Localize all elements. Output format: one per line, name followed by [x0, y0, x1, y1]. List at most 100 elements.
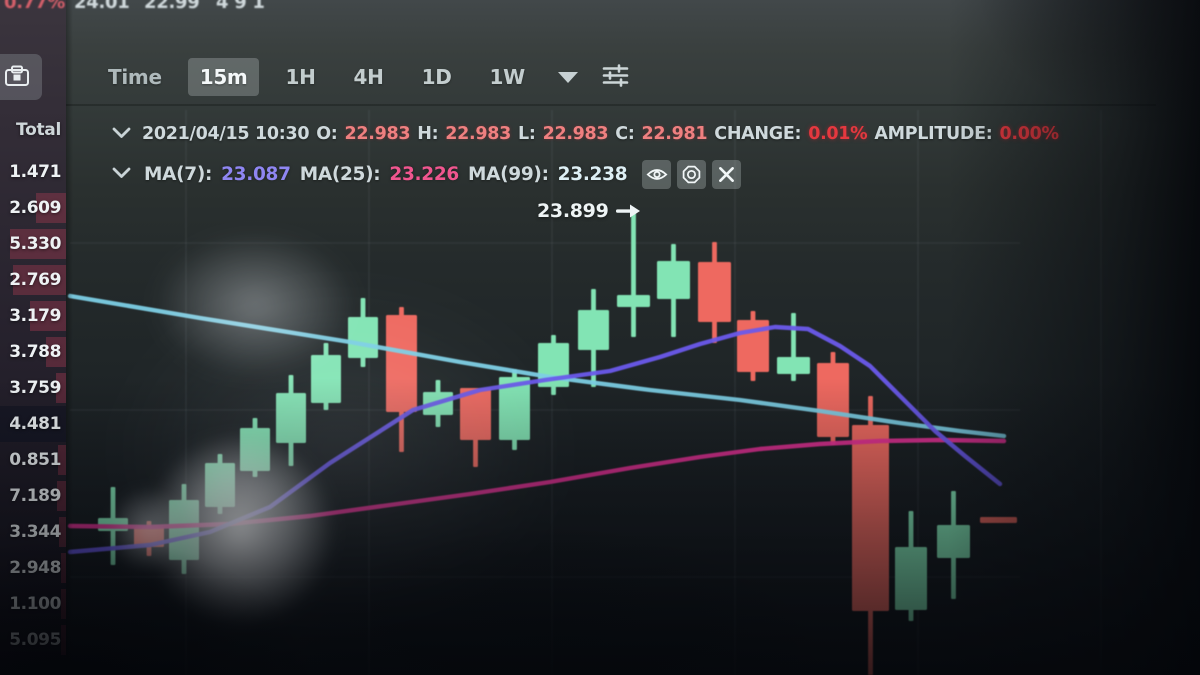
ma-value: 23.226	[389, 164, 459, 185]
order-book-row[interactable]: 3.179	[0, 298, 66, 334]
candle-wick	[631, 211, 636, 337]
candle-up	[937, 525, 970, 558]
ohlc-pair-value: 22.983	[445, 124, 511, 144]
order-book-value: 7.189	[9, 486, 61, 506]
ma-label: MA(7):	[144, 164, 213, 185]
candle-down	[698, 262, 731, 322]
order-book-value: 1.100	[9, 594, 61, 614]
chevron-down-icon	[112, 127, 131, 142]
order-book-row[interactable]: 1.100	[0, 586, 66, 622]
order-book-value: 3.344	[9, 522, 61, 542]
order-book-value: 0.851	[9, 450, 61, 470]
target-icon	[682, 165, 701, 184]
order-book-row[interactable]: 0.851	[0, 442, 66, 478]
ohlc-pair-value: 22.981	[641, 124, 708, 144]
order-book-value: 5.330	[9, 234, 61, 254]
order-book-value: 3.788	[9, 342, 61, 362]
order-book-row[interactable]: 7.189	[0, 478, 66, 514]
eye-icon	[646, 167, 668, 182]
interval-tab-15m[interactable]: 15m	[187, 58, 260, 96]
ma-value: 23.238	[557, 164, 628, 185]
interval-tab-1w[interactable]: 1W	[478, 58, 537, 96]
ohlc-pair-value: 22.983	[344, 124, 411, 144]
order-book-row[interactable]: 2.948	[0, 550, 66, 586]
candle-up	[657, 261, 690, 299]
candle-up	[240, 428, 270, 471]
candle-up	[617, 295, 650, 307]
order-book-value: 2.609	[9, 198, 61, 218]
price-annotation: 23.899	[537, 200, 642, 222]
ohlc-pair-label: L:	[518, 124, 536, 144]
order-book-row[interactable]: 5.330	[0, 226, 66, 262]
clipped-ticker-text: 24.01	[74, 0, 130, 13]
candle-up	[777, 357, 810, 374]
clipped-ticker-text: 4 9 1	[216, 0, 265, 13]
caret-down-icon	[557, 71, 578, 83]
order-book-row[interactable]: 3.344	[0, 514, 66, 550]
candle-down	[852, 425, 889, 611]
order-book-value: 3.179	[9, 306, 61, 326]
ma-label: MA(25):	[299, 164, 381, 185]
ma-label: MA(99):	[467, 164, 549, 185]
candle-up	[311, 355, 341, 403]
order-book-value: 5.095	[9, 630, 61, 650]
ohlc-pair-label: C:	[615, 124, 635, 144]
interval-tab-4h[interactable]: 4H	[342, 58, 396, 96]
order-book-row[interactable]: 1.471	[0, 154, 66, 190]
clipped-ticker-text: 0.77%	[4, 0, 65, 13]
order-book-row[interactable]: 3.759	[0, 370, 66, 406]
visibility-button[interactable]	[642, 160, 672, 189]
collapse-ma-button[interactable]	[112, 167, 135, 182]
change-value: 0.01%	[808, 124, 868, 144]
ma-indicator-row: MA(7): 23.087 MA(25): 23.226 MA(99): 23.238	[112, 160, 742, 189]
chart-settings-button[interactable]	[599, 60, 633, 94]
indicator-config-button[interactable]	[677, 160, 707, 189]
interval-tab-1h[interactable]: 1H	[273, 58, 327, 96]
candle-up	[578, 310, 609, 350]
change-label: CHANGE:	[714, 124, 802, 144]
close-icon	[718, 166, 735, 183]
price-annotation-value: 23.899	[537, 200, 609, 222]
ohlc-pair-label: H:	[417, 124, 439, 144]
candle-up	[169, 500, 199, 560]
order-book-total-label: Total	[16, 120, 61, 140]
collapse-ohlc-button[interactable]	[112, 127, 135, 142]
candle-up	[348, 317, 378, 358]
ohlc-pair-value: 22.983	[542, 124, 609, 144]
candle-down	[980, 517, 1017, 523]
sliders-icon	[602, 64, 629, 90]
ma-value: 23.087	[221, 164, 291, 185]
order-book-row[interactable]: 2.609	[0, 190, 66, 226]
candle-down	[817, 363, 849, 437]
amplitude-label: AMPLITUDE:	[874, 124, 993, 144]
order-book-row[interactable]: 3.788	[0, 334, 66, 370]
clipped-ticker-strip: 0.77% 24.01 22.99 4 9 1	[0, 0, 1200, 14]
interval-tab-time[interactable]: Time	[96, 58, 174, 96]
candle-down	[386, 315, 417, 412]
clipped-ticker-text: 22.99	[144, 0, 200, 13]
ohlc-pair-label: O:	[316, 124, 338, 144]
more-intervals-button[interactable]	[551, 60, 585, 94]
arrow-right-icon	[615, 203, 642, 219]
order-book-row[interactable]: 2.769	[0, 262, 66, 298]
candle-up	[895, 547, 927, 610]
camera-icon	[4, 65, 30, 90]
candle-up	[205, 463, 235, 507]
order-book-row[interactable]: 4.481	[0, 406, 66, 442]
amplitude-value: 0.00%	[999, 124, 1059, 144]
ohlc-datetime: 2021/04/15 10:30	[142, 124, 310, 144]
interval-tab-1d[interactable]: 1D	[410, 58, 464, 96]
order-book-value: 2.769	[9, 270, 61, 290]
ohlc-info-row: 2021/04/15 10:30 O: 22.983 H: 22.983 L: 22.98…	[112, 124, 1059, 144]
order-book-value: 2.948	[9, 558, 61, 578]
order-book-value: 1.471	[9, 162, 61, 182]
close-indicator-button[interactable]	[712, 160, 742, 189]
chevron-down-icon	[112, 167, 131, 182]
interval-toolbar: Time 15m 1H 4H 1D 1W	[96, 54, 633, 100]
order-book-value: 4.481	[9, 414, 61, 434]
order-book-row[interactable]: 5.095	[0, 622, 66, 658]
snapshot-button[interactable]	[0, 54, 42, 100]
ma-line-99	[67, 293, 1007, 439]
